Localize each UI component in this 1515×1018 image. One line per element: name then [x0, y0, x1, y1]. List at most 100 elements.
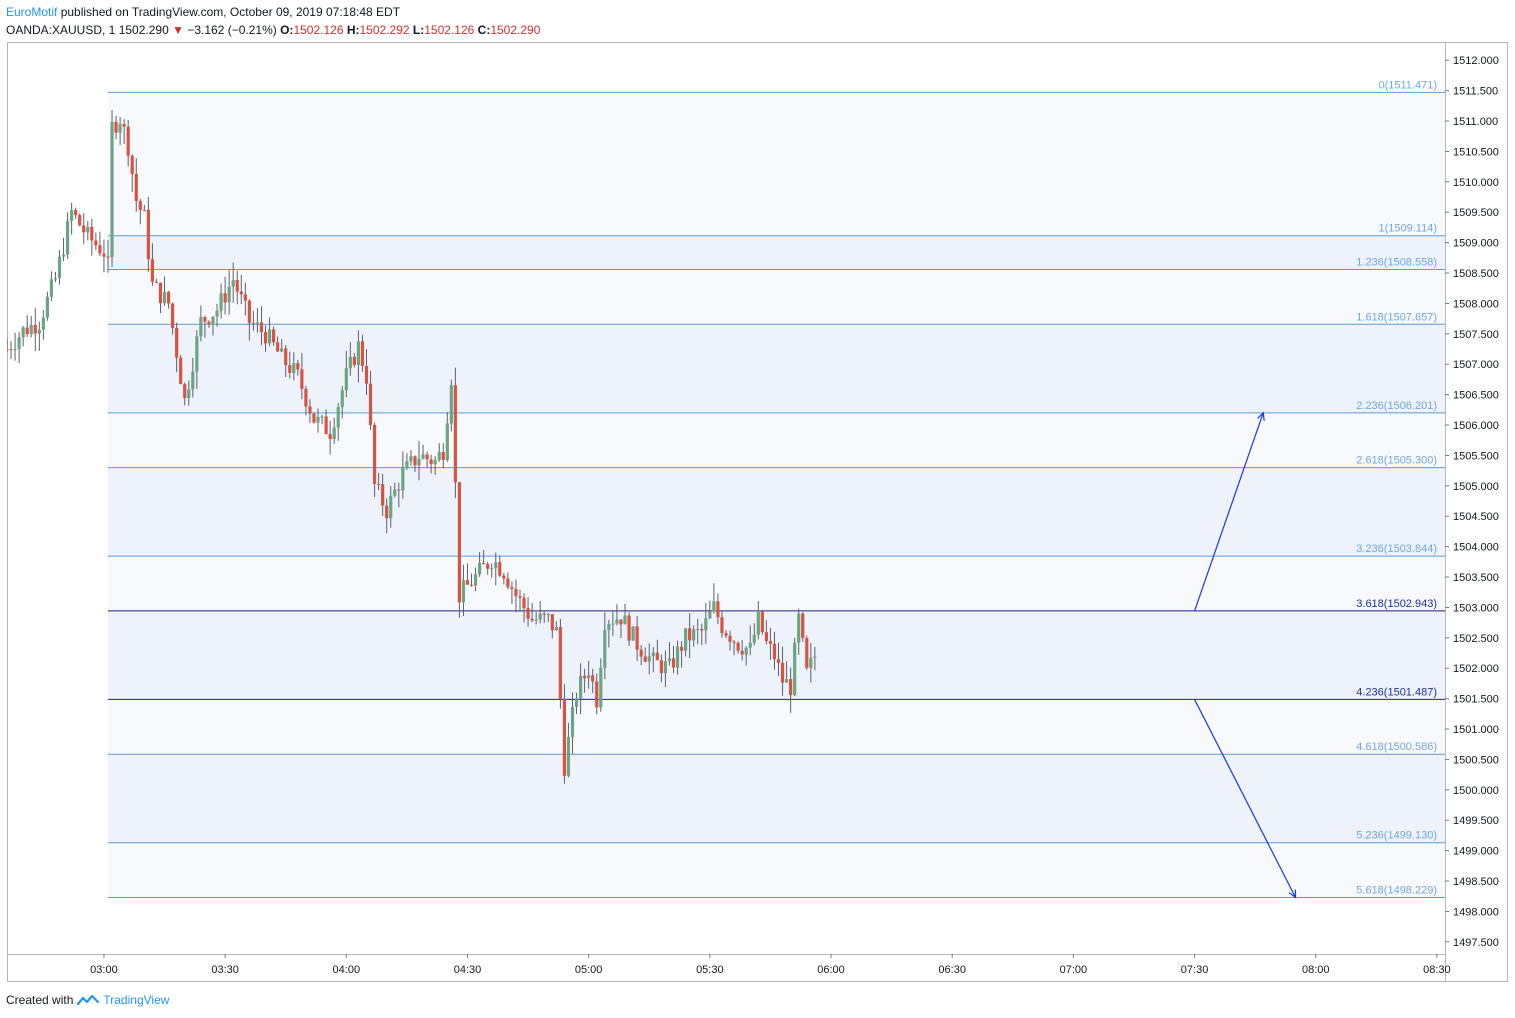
author-link[interactable]: EuroMotif	[6, 5, 58, 19]
candle	[534, 612, 538, 625]
price-axis[interactable]: 1497.500 1498.000 1498.500 1499.000 1499.500…	[1445, 55, 1499, 949]
price-tick-label: 1506.000	[1453, 420, 1499, 432]
price-tick-label: 1507.000	[1453, 359, 1499, 371]
candle	[797, 608, 801, 655]
candle	[187, 380, 191, 406]
candle	[663, 650, 668, 688]
price-chart[interactable]: 0(1511.471) 1(1509.114) 1.236(1508.558) 1.6…	[5, 42, 1508, 982]
candle-body	[469, 584, 474, 586]
candle-body	[522, 597, 526, 609]
price-tick-label: 1508.500	[1453, 268, 1499, 280]
candle	[421, 444, 425, 460]
candle-body	[231, 280, 235, 287]
candle-body	[364, 365, 369, 384]
candle-body	[728, 635, 732, 642]
candle	[312, 413, 316, 424]
chart-border	[7, 42, 1508, 982]
candle-body	[146, 209, 150, 260]
candle-body	[340, 390, 344, 408]
candle-body	[324, 416, 328, 434]
candle-body	[445, 423, 449, 460]
candle-body	[21, 327, 25, 338]
candle	[413, 455, 417, 472]
candle-body	[352, 356, 356, 365]
candle	[385, 498, 389, 534]
candle	[280, 338, 284, 353]
candle-body	[219, 293, 223, 311]
candle	[776, 642, 781, 677]
candle-body	[587, 675, 591, 679]
candle	[53, 272, 58, 283]
candle-body	[583, 675, 587, 679]
candle-body	[591, 675, 595, 682]
candle	[364, 349, 369, 395]
candle	[728, 630, 732, 651]
candle	[267, 317, 272, 347]
candle-body	[405, 461, 409, 469]
candle	[41, 310, 45, 340]
candle-body	[308, 406, 312, 414]
candle	[344, 350, 348, 398]
candle-body	[465, 580, 470, 585]
candle-body	[611, 623, 615, 625]
fib-band	[107, 556, 1445, 611]
price-tick-label: 1510.500	[1453, 146, 1499, 158]
candle	[801, 611, 805, 642]
candle-body	[332, 427, 336, 440]
candle	[712, 583, 716, 614]
candle-body	[65, 220, 70, 255]
candle-body	[797, 613, 801, 643]
last-price: 1502.290	[118, 23, 169, 37]
candle	[805, 635, 809, 671]
chart-frame[interactable]: 0(1511.471) 1(1509.114) 1.236(1508.558) 1.6…	[5, 42, 1508, 982]
price-tick-label: 1507.500	[1453, 329, 1499, 341]
candle-body	[506, 578, 510, 588]
candle-body	[635, 626, 639, 650]
candle-body	[619, 619, 623, 625]
candle	[780, 646, 785, 696]
candle-body	[195, 336, 199, 372]
candle-body	[360, 341, 365, 366]
arrow-line-0	[1193, 412, 1264, 612]
price-tick-label: 1503.000	[1453, 602, 1499, 614]
candle-body	[320, 416, 324, 418]
candle-body	[623, 615, 627, 625]
candle-body	[643, 656, 647, 662]
candle	[223, 276, 227, 315]
candle-body	[215, 310, 219, 317]
fib-band	[107, 269, 1445, 325]
candle	[724, 630, 728, 639]
candle-body	[316, 416, 320, 423]
tradingview-brand-link[interactable]: TradingView	[103, 993, 170, 1007]
candle	[635, 616, 639, 661]
candle-body	[211, 316, 215, 325]
candle	[772, 631, 777, 670]
open-label: O:	[280, 23, 294, 37]
symbol-name[interactable]: OANDA:XAUUSD, 1	[6, 23, 116, 37]
footer: Created with TradingView	[6, 992, 169, 1008]
candle-body	[126, 126, 130, 156]
candle	[768, 627, 773, 660]
candle	[106, 239, 110, 273]
candle	[183, 382, 187, 406]
candle-body	[554, 626, 558, 631]
candle-body	[70, 210, 74, 221]
candle-body	[546, 614, 550, 616]
candle-body	[534, 619, 538, 621]
candle	[627, 612, 631, 646]
time-axis[interactable]: 03:00 03:30 04:00 04:30 05:00 05:30 06:00 06:30…	[90, 954, 1451, 976]
fib-lines	[107, 91, 1445, 899]
candle	[203, 315, 207, 338]
candle-body	[574, 698, 579, 707]
candle	[263, 325, 268, 352]
price-tick-label: 1498.500	[1453, 876, 1499, 888]
candle-body	[142, 209, 146, 211]
candle-body	[171, 303, 175, 329]
candle-body	[348, 356, 352, 369]
candle	[490, 563, 494, 578]
down-triangle-icon: ▼	[172, 23, 184, 37]
created-with-label: Created with	[6, 993, 74, 1007]
candle	[655, 639, 659, 661]
candle	[700, 623, 704, 646]
candle	[340, 386, 344, 419]
